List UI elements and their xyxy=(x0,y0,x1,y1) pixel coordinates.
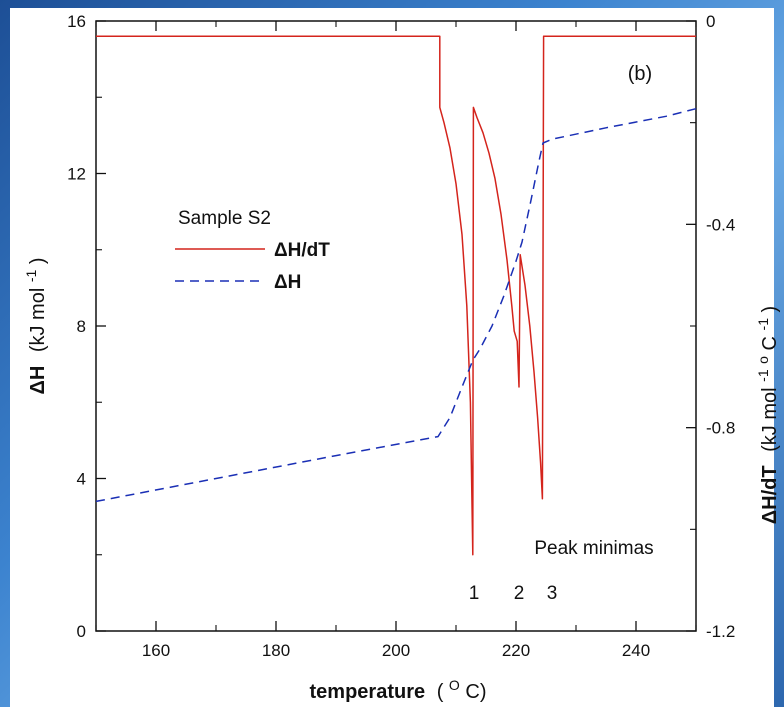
x-tick-label: 200 xyxy=(382,641,410,660)
y-left-axis-title-main: ΔH xyxy=(27,366,49,395)
series-dhdt-line xyxy=(96,35,696,556)
y-right-axis-unit: (kJ mol xyxy=(759,387,781,451)
y-left-tick-label: 12 xyxy=(67,165,86,184)
plot-area xyxy=(95,20,697,632)
y-left-axis-title: ΔH (kJ mol -1 ) xyxy=(19,257,49,394)
x-tick-label: 160 xyxy=(142,641,170,660)
series-dh-line xyxy=(95,107,697,503)
peak-labels: 1 2 3 xyxy=(469,583,558,604)
peak-label: 1 xyxy=(469,583,480,604)
x-axis-title-main: temperature xyxy=(310,681,426,703)
y-left-tick-label: 4 xyxy=(77,470,86,489)
y-right-tick-label: -1.2 xyxy=(706,622,735,641)
y-right-axis-title: ΔH/dT (kJ mol -1 o C -1 ) xyxy=(751,306,781,524)
y-right-axis-unit-o: o xyxy=(755,356,771,364)
y-right-axis-unit-sup1: -1 xyxy=(755,369,771,382)
x-tick-label: 220 xyxy=(502,641,530,660)
peak-title: Peak minimas xyxy=(534,538,653,559)
y-right-axis-unit-close: ) xyxy=(759,306,781,313)
y-right-tick-label: -0.8 xyxy=(706,419,735,438)
y-right-axis-unit-c: C xyxy=(759,336,781,350)
legend-label-dh: ΔH xyxy=(274,272,301,293)
y-left-axis-unit: (kJ mol xyxy=(27,288,49,352)
legend-label-dhdt: ΔH/dT xyxy=(274,240,330,261)
y-right-axis-unit-sup2: -1 xyxy=(755,318,771,331)
y-right-axis-title-main: ΔH/dT xyxy=(759,465,781,524)
peak-label: 3 xyxy=(547,583,558,604)
legend-title: Sample S2 xyxy=(178,208,271,229)
y-right-tick-label: 0 xyxy=(706,12,715,31)
y-left-tick-label: 8 xyxy=(77,317,86,336)
y-left-tick-label: 16 xyxy=(67,12,86,31)
x-axis-title: temperature ( O C) xyxy=(310,673,487,703)
y-left-axis-unit-sup: -1 xyxy=(23,269,39,282)
x-axis-unit-open: ( xyxy=(437,681,444,703)
y-right-tick-label: -0.4 xyxy=(706,215,735,234)
y-left-axis-unit-close: ) xyxy=(27,257,49,264)
legend: Sample S2 ΔH/dT ΔH xyxy=(175,208,330,293)
panel-label: (b) xyxy=(628,63,652,85)
x-axis-unit-close: C) xyxy=(465,681,486,703)
x-tick-label: 240 xyxy=(622,641,650,660)
series-layer xyxy=(95,35,697,556)
y-left-tick-label: 0 xyxy=(77,622,86,641)
x-tick-label: 180 xyxy=(262,641,290,660)
peak-label: 2 xyxy=(514,583,525,604)
x-axis-unit-sup: O xyxy=(449,677,460,693)
